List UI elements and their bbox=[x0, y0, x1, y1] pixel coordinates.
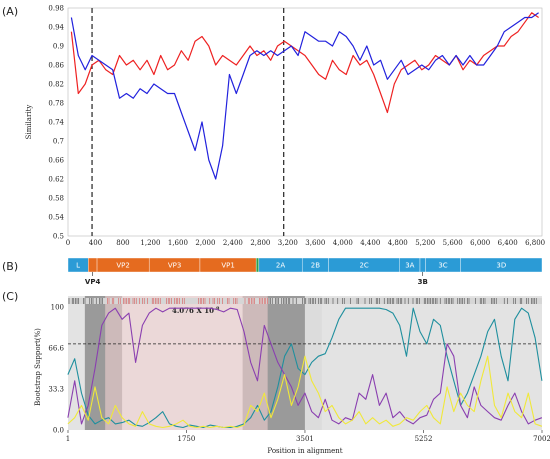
similarity-x-tick: 6,000 bbox=[470, 239, 490, 247]
genome-callout-label: 3B bbox=[418, 278, 428, 286]
similarity-plot-frame bbox=[67, 7, 543, 237]
bootscan-x-tick: 3501 bbox=[296, 435, 314, 443]
similarity-x-tick: 1,600 bbox=[168, 239, 188, 247]
similarity-y-tick: 0.86 bbox=[48, 62, 64, 70]
similarity-y-tick: 0.62 bbox=[48, 176, 64, 184]
bootscan-series-line-1 bbox=[67, 307, 543, 429]
genome-callout-label: VP4 bbox=[85, 278, 101, 286]
similarity-x-tick: 5,600 bbox=[443, 239, 463, 247]
similarity-x-tick: 6,800 bbox=[525, 239, 545, 247]
genome-segment bbox=[419, 257, 426, 273]
genome-segment-label: L bbox=[76, 262, 80, 270]
similarity-x-tick: 2,400 bbox=[223, 239, 243, 247]
bootscan-y-tick: 100 bbox=[51, 304, 64, 312]
similarity-x-tick: 6,400 bbox=[498, 239, 518, 247]
similarity-x-tick: 5,200 bbox=[415, 239, 435, 247]
similarity-x-tick: 4,400 bbox=[360, 239, 380, 247]
genome-segment-label: 3A bbox=[405, 262, 414, 270]
shaded-region bbox=[105, 296, 268, 430]
similarity-y-tick: 0.82 bbox=[48, 81, 64, 89]
similarity-y-tick: 0.7 bbox=[53, 138, 64, 146]
similarity-y-tick: 0.58 bbox=[48, 195, 64, 203]
similarity-y-tick: 0.94 bbox=[48, 24, 64, 32]
bootscan-series-line-3 bbox=[67, 355, 543, 429]
similarity-x-tick: 4,800 bbox=[388, 239, 408, 247]
bootscan-y-tick: 0.0 bbox=[53, 427, 64, 435]
barcode-strip bbox=[68, 298, 542, 304]
genome-segment-label: VP2 bbox=[116, 262, 129, 270]
similarity-y-tick: 0.5 bbox=[53, 233, 64, 241]
bootscan-x-tick: 5252 bbox=[415, 435, 433, 443]
similarity-y-tick: 0.54 bbox=[48, 214, 64, 222]
similarity-x-tick: 4,000 bbox=[333, 239, 353, 247]
genome-segment-label: 2B bbox=[311, 262, 320, 270]
panel-label-b: (B) bbox=[2, 260, 18, 273]
genome-segment bbox=[88, 257, 98, 273]
bootscan-x-label: Position in alignment bbox=[267, 447, 342, 455]
bootscan-y-label: Bootstrap Support(%) bbox=[34, 328, 42, 406]
genome-segment-label: 3C bbox=[438, 262, 447, 270]
similarity-y-label: Similarity bbox=[25, 105, 33, 140]
bootscan-x-tick: 1750 bbox=[178, 435, 196, 443]
genome-segment bbox=[255, 257, 260, 273]
bootscan-y-tick: 66.6 bbox=[48, 345, 64, 353]
bootscan-x-tick: 7002 bbox=[533, 435, 550, 443]
bootscan-plot: 4.076 X 10-8 0.0 33.3 66.6 100 1 1750 3501 525… bbox=[34, 296, 550, 455]
similarity-series-line-2 bbox=[70, 12, 539, 180]
genome-segment-label: VP3 bbox=[168, 262, 181, 270]
similarity-x-tick: 3,600 bbox=[305, 239, 325, 247]
genome-segment-label: 2C bbox=[359, 262, 368, 270]
genome-segment-label: VP1 bbox=[221, 262, 234, 270]
genome-segment bbox=[460, 257, 543, 273]
similarity-y-tick: 0.98 bbox=[48, 5, 64, 13]
genome-segment-label: 3D bbox=[496, 262, 506, 270]
similarity-x-tick: 1,200 bbox=[140, 239, 160, 247]
similarity-x-tick: 3,200 bbox=[278, 239, 298, 247]
similarity-y-tick: 0.74 bbox=[48, 119, 64, 127]
similarity-x-tick: 0 bbox=[66, 239, 70, 247]
similarity-series-line-1 bbox=[70, 12, 539, 114]
similarity-y-tick: 0.66 bbox=[48, 157, 64, 165]
similarity-x-tick: 400 bbox=[89, 239, 102, 247]
similarity-plot: Similarity 0.5 0.54 0.58 0.62 0.66 0.7 0.74 0.7… bbox=[25, 5, 545, 248]
panel-label-c: (C) bbox=[2, 290, 18, 303]
genome-map: L VP2 VP3 VP1 2A 2B 2C 3A 3C 3D VP4 3B bbox=[67, 257, 543, 286]
genome-segment-label: 2A bbox=[276, 262, 285, 270]
bootscan-annotation: 4.076 X 10-8 bbox=[172, 306, 220, 315]
bootscan-series-line-2 bbox=[67, 307, 543, 425]
similarity-x-tick: 2,800 bbox=[250, 239, 270, 247]
bootscan-x-tick: 1 bbox=[66, 435, 70, 443]
bootscan-y-tick: 33.3 bbox=[48, 386, 64, 394]
similarity-y-tick: 0.78 bbox=[48, 100, 64, 108]
similarity-x-tick: 800 bbox=[116, 239, 129, 247]
similarity-x-tick: 2,000 bbox=[195, 239, 215, 247]
panel-label-a: (A) bbox=[2, 5, 18, 18]
similarity-y-tick: 0.9 bbox=[53, 43, 64, 51]
